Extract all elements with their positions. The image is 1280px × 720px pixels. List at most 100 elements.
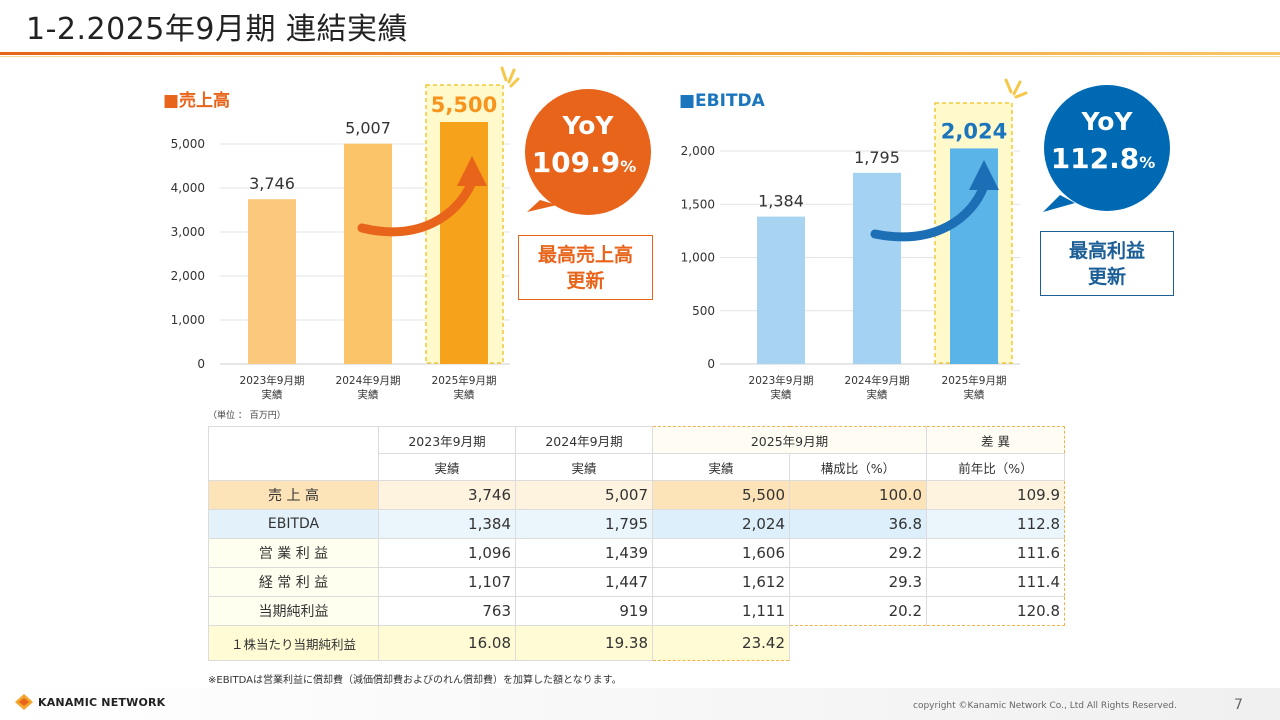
row-label: 当期純利益 bbox=[208, 596, 379, 626]
x-tick-label: 実績 bbox=[262, 388, 283, 401]
table-cell: 5,007 bbox=[515, 480, 653, 510]
title-underline bbox=[0, 52, 1280, 55]
table-subheader-row: 実績 実績 実績 構成比（%） 前年比（%） bbox=[209, 453, 1065, 481]
logo-mark-icon bbox=[15, 694, 33, 710]
yoy-label: YoY bbox=[561, 111, 614, 140]
y-tick-label: 0 bbox=[197, 357, 205, 371]
table-cell: 1,795 bbox=[515, 509, 653, 539]
table-cell: 23.42 bbox=[652, 625, 790, 661]
attention-ray bbox=[1012, 80, 1022, 96]
header-fy2025: 2025年9月期 bbox=[652, 426, 927, 454]
x-tick-label: 2024年9月期 bbox=[336, 374, 401, 387]
footnote: ※EBITDAは営業利益に償却費（減価償却費およびのれん償却費）を加算した額とな… bbox=[208, 675, 622, 686]
table-cell: 1,107 bbox=[378, 567, 516, 597]
attention-ray bbox=[509, 77, 520, 88]
chart-title: ■EBITDA bbox=[679, 91, 766, 111]
yoy-bubble bbox=[1044, 85, 1170, 211]
table-row: EBITDA 1,384 1,795 2,024 36.8 112.8 bbox=[208, 509, 1065, 539]
yoy-number: 112.8 bbox=[1051, 142, 1140, 175]
row-label: EBITDA bbox=[208, 509, 379, 539]
y-tick-label: 1,000 bbox=[681, 251, 715, 265]
x-tick-label: 実績 bbox=[771, 388, 792, 401]
attention-ray bbox=[500, 66, 508, 82]
table-row: 営 業 利 益 1,096 1,439 1,606 29.2 111.6 bbox=[208, 538, 1065, 568]
table-cell: 3,746 bbox=[378, 480, 516, 510]
table-row-eps: １株当たり当期純利益 16.08 19.38 23.42 bbox=[208, 625, 1065, 661]
bar bbox=[757, 216, 805, 364]
badge-record-sales: 最高売上高 更新 bbox=[518, 235, 653, 300]
table-cell: 763 bbox=[378, 596, 516, 626]
table-cell: 1,111 bbox=[652, 596, 790, 626]
y-tick-label: 2,000 bbox=[681, 144, 715, 158]
table-row: 経 常 利 益 1,107 1,447 1,612 29.3 111.4 bbox=[208, 567, 1065, 597]
row-label: 営 業 利 益 bbox=[208, 538, 379, 568]
growth-arrow-shaft bbox=[357, 177, 477, 237]
table-row: 当期純利益 763 919 1,111 20.2 120.8 bbox=[208, 596, 1065, 626]
yoy-label: YoY bbox=[1080, 107, 1133, 136]
y-tick-label: 500 bbox=[692, 304, 715, 318]
table-cell: 19.38 bbox=[515, 625, 653, 661]
growth-arrow-head bbox=[457, 156, 487, 186]
header-fy2023: 2023年9月期 bbox=[378, 426, 516, 454]
table-row: 売 上 高 3,746 5,007 5,500 100.0 109.9 bbox=[208, 480, 1065, 510]
yoy-bubble bbox=[525, 89, 651, 215]
bar-value-label: 3,746 bbox=[249, 174, 295, 193]
badge-line: 更新 bbox=[1087, 266, 1126, 288]
bar-value-label: 5,007 bbox=[345, 119, 391, 138]
subheader-yoy: 前年比（%） bbox=[926, 453, 1065, 481]
subheader-actual: 実績 bbox=[652, 453, 790, 481]
yoy-bubble-tail bbox=[527, 200, 557, 212]
row-label: １株当たり当期純利益 bbox=[208, 625, 379, 661]
table-cell: 100.0 bbox=[789, 480, 927, 510]
subheader-composition: 構成比（%） bbox=[789, 453, 927, 481]
y-tick-label: 3,000 bbox=[171, 225, 205, 239]
badge-line: 更新 bbox=[566, 270, 605, 292]
financial-results-table: 2023年9月期 2024年9月期 2025年9月期 差 異 実績 実績 実績 … bbox=[208, 426, 1065, 661]
table-cell: 120.8 bbox=[926, 596, 1065, 626]
bar-value-label: 1,795 bbox=[854, 148, 900, 167]
y-tick-label: 5,000 bbox=[171, 137, 205, 151]
table-cell: 1,606 bbox=[652, 538, 790, 568]
x-tick-label: 2023年9月期 bbox=[749, 374, 814, 387]
row-label: 経 常 利 益 bbox=[208, 567, 379, 597]
y-tick-label: 1,500 bbox=[681, 197, 715, 211]
page-number: 7 bbox=[1234, 697, 1243, 713]
y-tick-label: 2,000 bbox=[171, 269, 205, 283]
attention-ray bbox=[507, 68, 516, 84]
x-tick-label: 2025年9月期 bbox=[942, 374, 1007, 387]
table-cell: 20.2 bbox=[789, 596, 927, 626]
table-header-row: 2023年9月期 2024年9月期 2025年9月期 差 異 bbox=[208, 426, 1065, 481]
table-cell: 919 bbox=[515, 596, 653, 626]
header-difference: 差 異 bbox=[926, 426, 1065, 454]
x-tick-label: 実績 bbox=[964, 388, 985, 401]
copyright: copyright ©Kanamic Network Co., Ltd All … bbox=[913, 701, 1177, 711]
title-underline-thin bbox=[0, 56, 1280, 57]
yoy-number: 109.9 bbox=[532, 146, 621, 179]
table-cell: 29.2 bbox=[789, 538, 927, 568]
badge-line: 最高利益 bbox=[1068, 240, 1145, 262]
y-tick-label: 0 bbox=[707, 357, 715, 371]
table-cell: 1,096 bbox=[378, 538, 516, 568]
bar-value-label: 5,500 bbox=[431, 93, 497, 117]
chart-title: ■売上高 bbox=[163, 90, 230, 111]
y-tick-label: 4,000 bbox=[171, 181, 205, 195]
bar bbox=[344, 143, 392, 364]
footer-bar bbox=[0, 688, 1280, 720]
table-cell: 111.4 bbox=[926, 567, 1065, 597]
yoy-value: 109.9% bbox=[532, 146, 637, 179]
x-tick-label: 2025年9月期 bbox=[432, 374, 497, 387]
x-tick-label: 実績 bbox=[358, 388, 379, 401]
table-cell: 16.08 bbox=[378, 625, 516, 661]
table-cell: 36.8 bbox=[789, 509, 927, 539]
x-tick-label: 実績 bbox=[867, 388, 888, 401]
table-cell: 2,024 bbox=[652, 509, 790, 539]
bar bbox=[440, 122, 488, 364]
growth-arrow-shaft bbox=[870, 181, 989, 242]
table-cell: 1,384 bbox=[378, 509, 516, 539]
yoy-unit: % bbox=[620, 157, 636, 176]
bar bbox=[248, 199, 296, 364]
unit-note: （単位 ： 百万円） bbox=[208, 411, 286, 421]
yoy-bubble-tail bbox=[1043, 195, 1075, 212]
subheader-actual: 実績 bbox=[378, 453, 516, 481]
yoy-value: 112.8% bbox=[1051, 142, 1156, 175]
